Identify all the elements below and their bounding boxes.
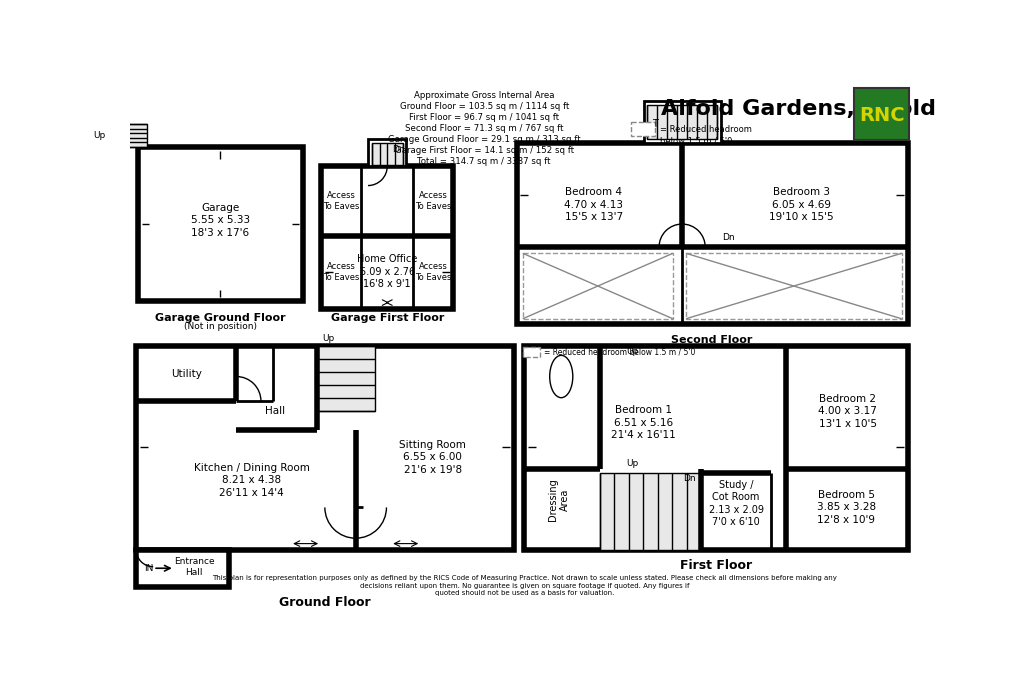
Bar — [522, 347, 539, 357]
Text: Study /
Cot Room
2.13 x 2.09
7'0 x 6'10: Study / Cot Room 2.13 x 2.09 7'0 x 6'10 — [708, 480, 763, 527]
Bar — [368, 139, 407, 167]
Text: Dn: Dn — [683, 474, 696, 483]
Text: IN: IN — [145, 564, 154, 573]
Text: This plan is for representation purposes only as defined by the RICS Code of Mea: This plan is for representation purposes… — [212, 575, 836, 596]
Text: Hall: Hall — [265, 406, 284, 416]
Text: Garage First Floor: Garage First Floor — [330, 313, 443, 322]
Bar — [647, 105, 716, 139]
Bar — [516, 143, 907, 324]
Text: Garage Ground Floor: Garage Ground Floor — [155, 313, 285, 322]
Text: First Floor: First Floor — [680, 559, 751, 572]
Text: Alfold Gardens, Alfold: Alfold Gardens, Alfold — [660, 99, 935, 118]
Bar — [137, 345, 513, 549]
Text: Access
To Eaves: Access To Eaves — [415, 262, 451, 282]
Text: Sitting Room
6.55 x 6.00
21'6 x 19'8: Sitting Room 6.55 x 6.00 21'6 x 19'8 — [398, 440, 466, 475]
Text: T: T — [651, 119, 657, 129]
Text: Up: Up — [93, 131, 105, 140]
Text: Dressing
Area: Dressing Area — [547, 478, 570, 521]
Text: Bedroom 3
6.05 x 4.69
19'10 x 15'5: Bedroom 3 6.05 x 4.69 19'10 x 15'5 — [768, 188, 833, 222]
Bar — [630, 122, 654, 135]
Text: Home Office
5.09 x 2.76
16'8 x 9'1: Home Office 5.09 x 2.76 16'8 x 9'1 — [357, 254, 417, 289]
Text: Utility: Utility — [170, 369, 202, 379]
Text: RNC: RNC — [858, 106, 904, 125]
Bar — [317, 345, 375, 411]
Bar — [137, 549, 228, 587]
Text: Ground Floor: Ground Floor — [279, 596, 370, 609]
Text: Access
To Eaves: Access To Eaves — [415, 191, 451, 211]
Bar — [643, 101, 720, 143]
Text: Up: Up — [626, 459, 638, 468]
Text: Approximate Gross Internal Area
Ground Floor = 103.5 sq m / 1114 sq ft
First Flo: Approximate Gross Internal Area Ground F… — [387, 91, 580, 167]
Bar — [372, 143, 403, 165]
Text: Bedroom 1
6.51 x 5.16
21'4 x 16'11: Bedroom 1 6.51 x 5.16 21'4 x 16'11 — [610, 405, 676, 440]
Bar — [522, 254, 673, 319]
Text: Entrance
Hall: Entrance Hall — [173, 557, 214, 577]
Text: Access
To Eaves: Access To Eaves — [323, 191, 359, 211]
Text: Bedroom 2
4.00 x 3.17
13'1 x 10'5: Bedroom 2 4.00 x 3.17 13'1 x 10'5 — [817, 394, 876, 428]
Bar — [853, 88, 908, 140]
Text: Dn: Dn — [392, 145, 405, 154]
Text: = Reduced headroom
below 1.5 m / 5'0: = Reduced headroom below 1.5 m / 5'0 — [659, 126, 751, 146]
Ellipse shape — [549, 356, 573, 398]
Text: Garage
5.55 x 5.33
18'3 x 17'6: Garage 5.55 x 5.33 18'3 x 17'6 — [191, 203, 250, 237]
Text: (Not in position): (Not in position) — [183, 322, 257, 331]
Text: = Reduced headroom below 1.5 m / 5'0: = Reduced headroom below 1.5 m / 5'0 — [543, 347, 694, 356]
Text: Up: Up — [626, 347, 638, 356]
Bar — [321, 167, 453, 309]
Bar — [524, 345, 907, 549]
Text: Dn: Dn — [721, 233, 734, 242]
Text: Second Floor: Second Floor — [671, 335, 752, 345]
Text: Bedroom 5
3.85 x 3.28
12'8 x 10'9: Bedroom 5 3.85 x 3.28 12'8 x 10'9 — [816, 490, 875, 525]
Bar — [599, 473, 701, 549]
Bar — [138, 147, 303, 301]
Bar — [108, 124, 147, 147]
Text: Up: Up — [322, 333, 334, 343]
Text: Kitchen / Dining Room
8.21 x 4.38
26'11 x 14'4: Kitchen / Dining Room 8.21 x 4.38 26'11 … — [194, 463, 310, 498]
Text: Bedroom 4
4.70 x 4.13
15'5 x 13'7: Bedroom 4 4.70 x 4.13 15'5 x 13'7 — [564, 188, 623, 222]
Text: Access
To Eaves: Access To Eaves — [323, 262, 359, 282]
Bar — [686, 254, 901, 319]
